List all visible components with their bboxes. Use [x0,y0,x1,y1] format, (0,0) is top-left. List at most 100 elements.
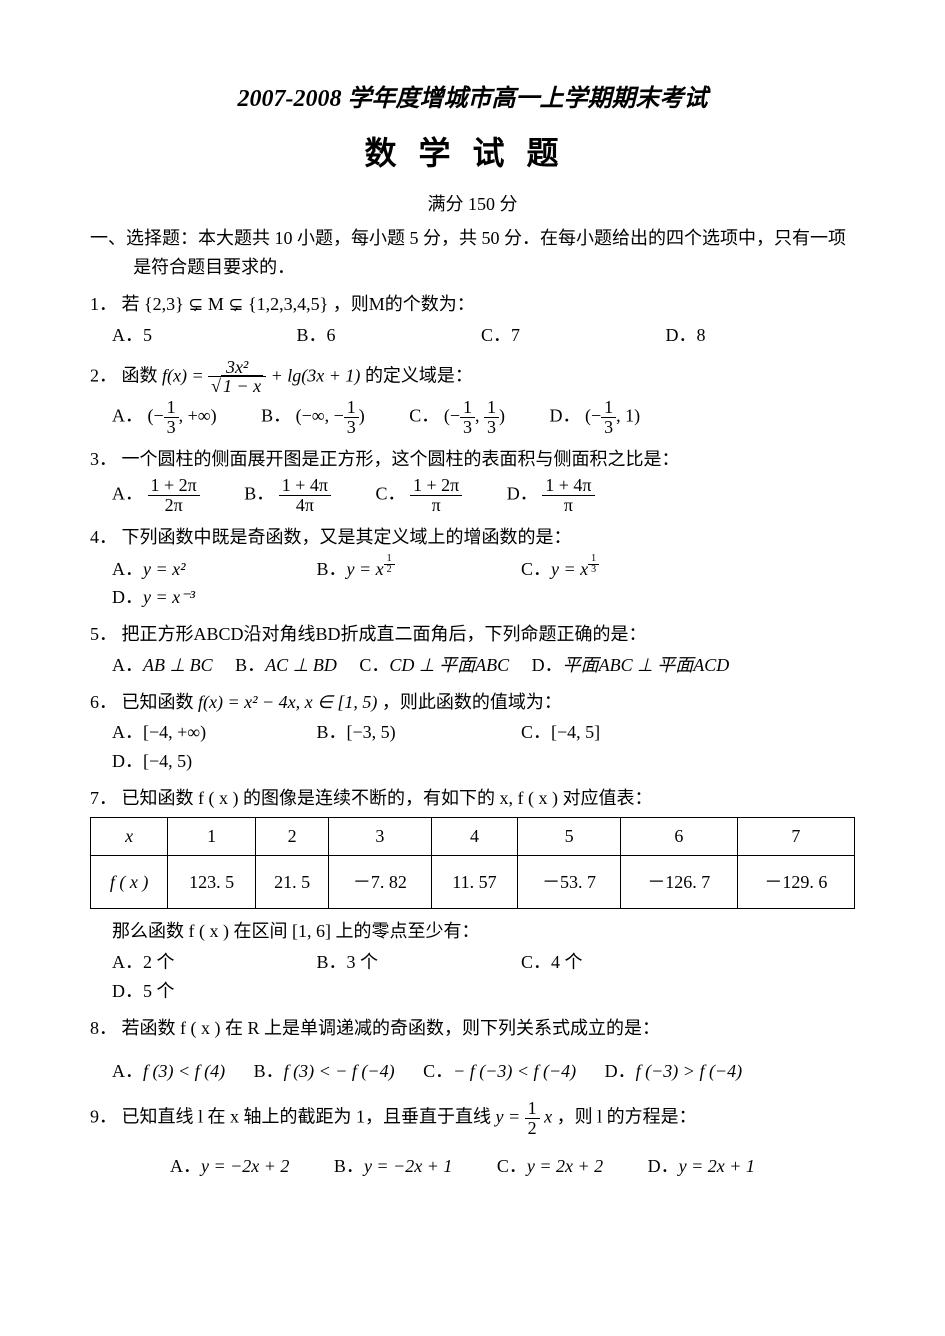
opt-c-label: C． [423,1061,453,1081]
q2-a-den: 3 [164,418,179,437]
q6-options: A．[−4, +∞) B．[−3, 5) C．[−4, 5] D．[−4, 5) [112,718,855,776]
q9-frac-num: 1 [525,1099,540,1119]
q3-b-den: 4π [279,496,331,515]
opt-a-label: A． [112,722,143,742]
q2-c-mid: , [475,406,484,426]
th-x: x [91,817,168,855]
opt-c-label: C． [409,406,439,426]
opt-a-label: A． [112,406,143,426]
q8-opt-a: f (3) < f (4) [143,1061,225,1081]
opt-a-label: A． [112,559,143,579]
q6-func: f(x) = x² − 4x, x ∈ [1, 5) [198,692,377,712]
question-3: 3． 一个圆柱的侧面展开图是正方形，这个圆柱的表面积与侧面积之比是： [90,445,855,474]
opt-b-label: B． [317,722,347,742]
q2-d-den: 3 [601,418,616,437]
q2-frac-den: 1 − x [221,375,263,396]
q2-c-a: − [450,406,460,426]
q8-opt-d: f (−3) > f (−4) [636,1061,742,1081]
table-row-fx: f ( x ) 123. 5 21. 5 －7. 82 11. 57 －53. … [91,855,855,909]
fx-5: －53. 7 [518,855,620,909]
opt-a-label: A． [170,1156,201,1176]
q6-opt-d: [−4, 5) [143,751,192,771]
question-5: 5． 把正方形ABCD沿对角线BD折成直二面角后，下列命题正确的是： [90,620,855,649]
q9-opt-b: y = −2x + 1 [364,1156,452,1176]
q4-text: 下列函数中既是奇函数，又是其定义域上的增函数的是： [122,527,572,547]
q4-b-base: y = x [347,559,384,579]
q7-opt-b: 3 个 [347,952,379,972]
x-1: 1 [168,817,256,855]
opt-b-label: B． [261,406,291,426]
q2-a-b: , +∞ [179,406,211,426]
q2-b-a: −∞, − [302,406,344,426]
q4-opt-d: y = x⁻³ [143,587,195,607]
q5-opt-d: 平面ABC ⊥ 平面ACD [563,655,730,675]
q9-opt-c: y = 2x + 2 [527,1156,603,1176]
q6-opt-a: [−4, +∞) [143,722,206,742]
opt-c-label: C． [521,722,551,742]
fx-3: －7. 82 [329,855,431,909]
q7-label: 7． [90,788,117,808]
opt-d-label: D． [507,483,538,503]
q1-label: 1． [90,294,117,314]
q8-text: 若函数 f ( x ) 在 R 上是单调递减的奇函数，则下列关系式成立的是： [122,1018,661,1038]
title-line-2: 数学试题 [90,128,855,179]
x-3: 3 [329,817,431,855]
q6-opt-c: [−4, 5] [551,722,600,742]
q2-b-num: 1 [344,398,359,418]
question-6: 6． 已知函数 f(x) = x² − 4x, x ∈ [1, 5) ，则此函数… [90,688,855,717]
q2-c2-den: 3 [484,418,499,437]
q3-d-num: 1 + 4π [542,476,594,496]
fx-6: －126. 7 [620,855,737,909]
opt-d-label: D． [666,325,697,345]
q4-label: 4． [90,527,117,547]
q3-a-den: 2π [148,496,200,515]
q6-suffix: ，则此函数的值域为： [382,692,562,712]
q2-text: 函数 [122,365,158,385]
q2-text-suffix: 的定义域是： [365,365,473,385]
q2-c1-den: 3 [460,418,475,437]
opt-b-label: B． [334,1156,364,1176]
opt-d-label: D． [648,1156,679,1176]
x-5: 5 [518,817,620,855]
q6-opt-b: [−3, 5) [347,722,396,742]
q2-c1-num: 1 [460,398,475,418]
opt-d-label: D． [605,1061,636,1081]
q7-options: A．2 个 B．3 个 C．4 个 D．5 个 [112,948,855,1006]
fx-1: 123. 5 [168,855,256,909]
table-row-x: x 1 2 3 4 5 6 7 [91,817,855,855]
q1-opt-c: 7 [511,325,520,345]
q7-table: x 1 2 3 4 5 6 7 f ( x ) 123. 5 21. 5 －7.… [90,817,855,910]
q6-prefix: 已知函数 [122,692,199,712]
opt-b-label: B． [317,952,347,972]
q2-c2-num: 1 [484,398,499,418]
q4-opt-a: y = x² [143,559,186,579]
q8-opt-c: − f (−3) < f (−4) [453,1061,576,1081]
fx-7: －129. 6 [737,855,854,909]
q4-b-exp-den: 2 [384,565,395,576]
fx-2: 21. 5 [256,855,329,909]
q8-label: 8． [90,1018,117,1038]
opt-d-label: D． [112,587,143,607]
question-2: 2． 函数 f(x) = 3x² 1 − x + lg(3x + 1) 的定义域… [90,358,855,397]
q9-opt-a: y = −2x + 2 [201,1156,289,1176]
q9-opt-d: y = 2x + 1 [679,1156,755,1176]
opt-a-label: A． [112,655,143,675]
q2-fraction: 3x² 1 − x [208,358,266,397]
opt-c-label: C． [521,559,551,579]
q2-a-num: 1 [164,398,179,418]
opt-c-label: C． [359,655,389,675]
q2-a-neg: − [154,406,164,426]
q2-b-close: ) [359,406,365,426]
opt-b-label: B． [297,325,327,345]
q5-opt-b: AC ⊥ BD [265,655,337,675]
q8-options: A．f (3) < f (4) B．f (3) < − f (−4) C．− f… [112,1057,855,1086]
q5-opt-c: CD ⊥ 平面ABC [389,655,509,675]
q1-opt-b: 6 [327,325,336,345]
question-7: 7． 已知函数 f ( x ) 的图像是连续不断的，有如下的 x, f ( x … [90,784,855,813]
opt-a-label: A． [112,483,143,503]
q2-frac-num: 3x² [226,357,248,377]
x-7: 7 [737,817,854,855]
q9-frac-den: 2 [525,1119,540,1138]
th-fx: f ( x ) [91,855,168,909]
q3-options: A． 1 + 2π2π B． 1 + 4π4π C． 1 + 2ππ D． 1 … [112,476,855,515]
